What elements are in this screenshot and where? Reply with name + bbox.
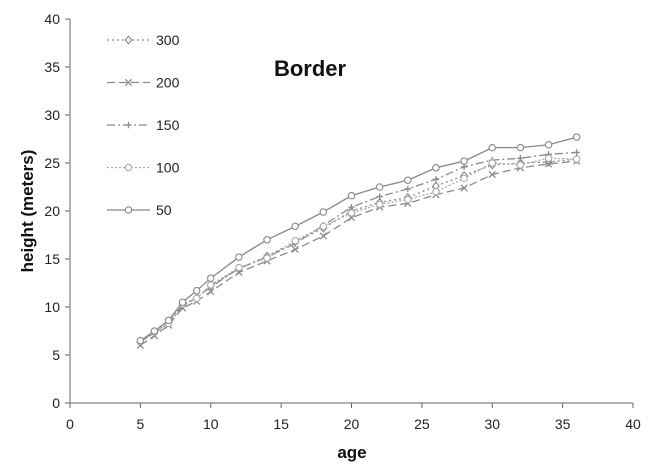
data-point [291, 222, 299, 231]
data-point [263, 236, 271, 244]
legend-label: 100 [156, 160, 180, 176]
data-point [516, 143, 525, 152]
x-tick-label: 35 [555, 416, 571, 432]
legend-label: 150 [156, 117, 180, 133]
y-tick-label: 20 [44, 203, 60, 219]
legend-item-200: 200 [107, 75, 180, 91]
x-tick-label: 30 [484, 416, 500, 432]
legend-label: 50 [156, 202, 172, 218]
data-point [178, 298, 187, 306]
legend: 300 200 150 100 50 [107, 32, 180, 218]
data-point [460, 184, 468, 192]
series-150 [137, 149, 580, 345]
data-point [460, 174, 468, 183]
y-tick-label: 5 [52, 347, 60, 363]
legend-marker [124, 78, 133, 87]
data-point [432, 164, 440, 172]
data-point [319, 222, 328, 231]
legend-label: 300 [156, 32, 180, 48]
x-tick-label: 40 [625, 416, 641, 432]
legend-marker [125, 121, 132, 129]
legend-marker [124, 35, 133, 45]
series-50 [136, 133, 581, 345]
data-point [544, 141, 553, 149]
data-point [150, 327, 159, 335]
x-tick-label: 10 [203, 416, 219, 432]
data-point [517, 155, 524, 162]
data-point [432, 176, 440, 183]
data-point [291, 237, 299, 245]
data-point [516, 161, 525, 169]
data-point [544, 160, 553, 168]
series-line-150 [140, 151, 577, 343]
series-200 [136, 157, 581, 350]
series-line-50 [140, 136, 577, 342]
data-point [291, 245, 299, 254]
series-100 [136, 154, 581, 346]
legend-item-150: 150 [107, 117, 180, 133]
data-point [207, 287, 215, 296]
data-point [319, 232, 328, 240]
series-line-100 [140, 157, 577, 343]
x-tick-label: 15 [273, 416, 289, 432]
x-tick-label: 25 [414, 416, 430, 432]
legend-label: 200 [156, 75, 180, 91]
data-point [207, 281, 215, 289]
chart-title: Border [274, 56, 347, 81]
y-tick-label: 10 [44, 299, 60, 315]
data-point [460, 157, 468, 165]
data-point [488, 159, 496, 167]
series-layer [136, 133, 581, 350]
data-point [572, 155, 581, 163]
data-point [375, 200, 384, 209]
data-point [488, 170, 496, 179]
data-point [347, 191, 356, 200]
data-point [164, 316, 173, 325]
data-point [572, 133, 581, 141]
x-tick-label: 20 [344, 416, 360, 432]
series-line-300 [139, 158, 577, 344]
legend-item-100: 100 [107, 160, 180, 176]
y-tick-label: 15 [44, 251, 60, 267]
x-tick-label: 5 [136, 416, 144, 432]
data-point [544, 154, 553, 162]
y-tick-label: 0 [52, 395, 60, 411]
data-point [347, 209, 356, 217]
y-axis-title: height (meters) [18, 150, 37, 273]
data-point [136, 336, 145, 345]
series-300 [136, 154, 581, 348]
series-line-200 [140, 160, 577, 346]
data-point [573, 149, 580, 156]
data-point [235, 253, 243, 261]
data-point [404, 176, 412, 185]
axes: 0 5 10 15 20 25 30 35 40 0 5 10 15 20 25 30 35 40 [44, 11, 641, 432]
y-tick-label: 40 [44, 11, 60, 27]
legend-marker [124, 163, 133, 172]
data-point [404, 185, 411, 193]
data-point [376, 193, 383, 200]
data-point [375, 183, 384, 191]
data-point [432, 188, 440, 196]
y-tick-label: 35 [44, 59, 60, 75]
data-point [192, 294, 201, 303]
y-tick-label: 30 [44, 107, 60, 123]
data-point [319, 208, 328, 216]
legend-item-300: 300 [107, 32, 180, 48]
x-axis-title: age [337, 443, 366, 462]
legend-marker [124, 206, 133, 214]
data-point [404, 195, 412, 204]
data-point [235, 263, 243, 272]
data-point [263, 254, 271, 262]
legend-item-50: 50 [107, 202, 172, 218]
y-tick-label: 25 [44, 155, 60, 171]
data-point [207, 274, 215, 282]
x-tick-label: 0 [66, 416, 74, 432]
data-point [192, 286, 201, 295]
data-point [488, 143, 496, 152]
